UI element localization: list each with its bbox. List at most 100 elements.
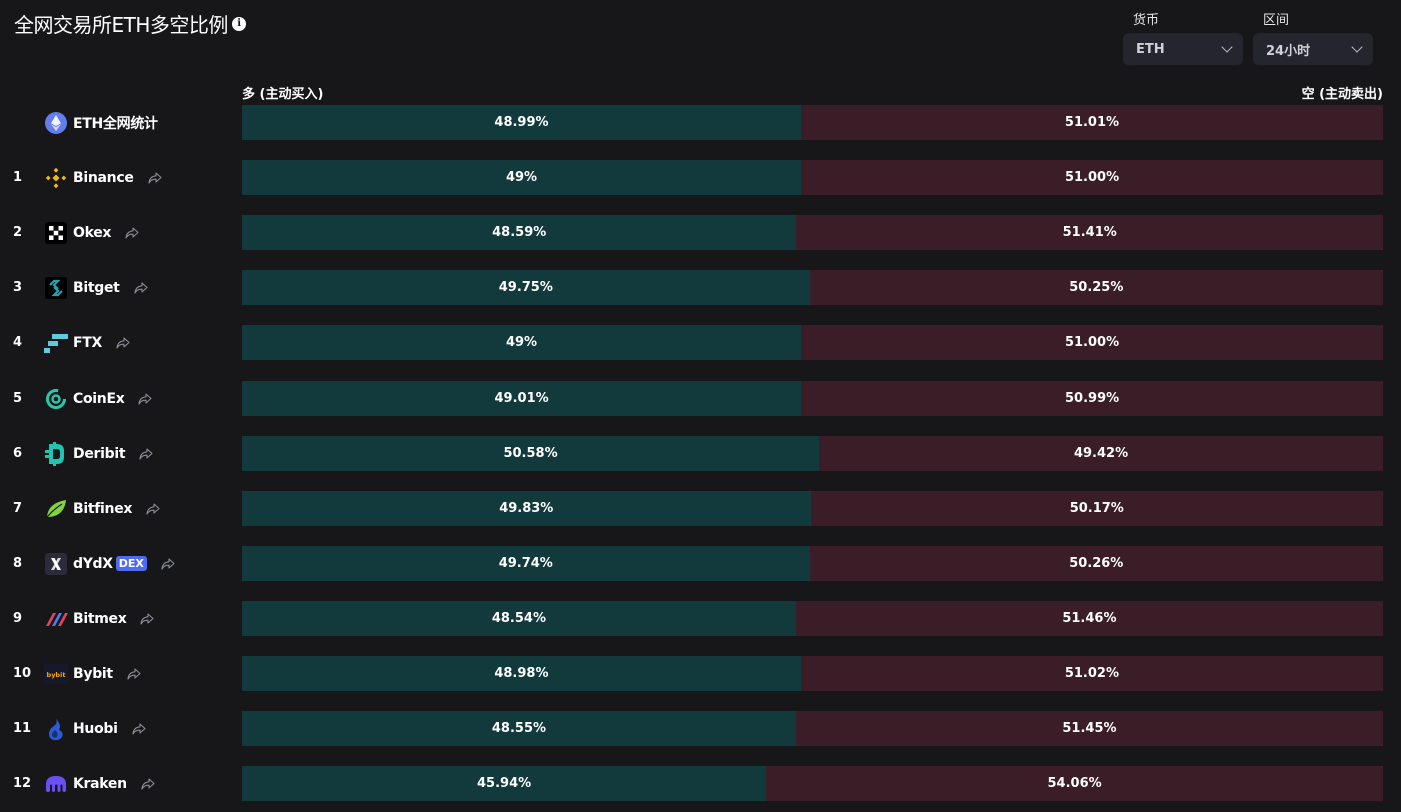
share-icon[interactable] <box>140 612 155 625</box>
share-icon[interactable] <box>141 777 155 790</box>
rank-number: 5 <box>13 391 23 406</box>
exchange-name[interactable]: Bitfinex <box>73 500 133 517</box>
share-icon[interactable] <box>127 667 141 680</box>
long-segment: 45.94% <box>242 766 767 801</box>
exchange-cell: Huobi <box>44 711 146 746</box>
short-segment: 50.17% <box>810 491 1383 526</box>
rank-number: 7 <box>13 501 23 516</box>
exchange-row: 12 Kraken 45.94% 54.06% <box>0 766 1401 801</box>
dex-badge: DEX <box>115 556 147 571</box>
period-filter: 区间 24小时 <box>1253 9 1373 65</box>
ratio-bar: 48.59% 51.41% <box>242 215 1383 250</box>
rank-number: 4 <box>13 335 23 350</box>
ratio-bar: 49% 51.00% <box>242 325 1383 360</box>
bybit-icon: bybit <box>44 662 68 686</box>
long-axis-label: 多 (主动买入) <box>242 87 324 102</box>
rank-number: 12 <box>13 776 32 791</box>
exchange-name[interactable]: Bybit <box>73 665 113 682</box>
short-segment: 50.99% <box>801 381 1383 416</box>
exchange-cell: ETH全网统计 <box>44 105 158 140</box>
svg-text:bybit: bybit <box>47 671 66 679</box>
huobi-icon <box>44 717 68 741</box>
period-select-value: 24小时 <box>1266 43 1311 59</box>
ratio-bar: 49.74% 50.26% <box>242 546 1383 581</box>
period-select[interactable]: 24小时 <box>1253 33 1373 65</box>
exchange-cell: bybit Bybit <box>44 656 141 691</box>
page-title: 全网交易所ETH多空比例 i <box>14 9 246 38</box>
short-segment: 51.41% <box>796 215 1383 250</box>
exchange-name[interactable]: Huobi <box>73 720 118 737</box>
chevron-down-icon <box>1221 41 1233 53</box>
currency-select-value: ETH <box>1136 41 1165 57</box>
exchange-cell: Bitmex <box>44 601 155 636</box>
currency-filter-label: 货币 <box>1133 13 1160 28</box>
exchange-name[interactable]: Bitget <box>73 279 120 296</box>
share-icon[interactable] <box>125 226 139 239</box>
info-icon[interactable]: i <box>231 16 246 31</box>
exchange-cell: Deribit <box>44 436 153 471</box>
long-segment: 50.58% <box>242 436 820 471</box>
exchange-name[interactable]: FTX <box>73 334 103 351</box>
deribit-icon <box>44 441 68 466</box>
exchange-cell: Bitget <box>44 270 148 305</box>
ratio-bar: 48.99% 51.01% <box>242 105 1383 140</box>
ethereum-icon <box>44 111 68 135</box>
long-segment: 48.98% <box>242 656 801 691</box>
exchange-cell: dYdX DEX <box>44 546 175 581</box>
rank-number: 9 <box>13 611 23 626</box>
share-icon[interactable] <box>132 722 146 735</box>
long-segment: 49.83% <box>242 491 811 526</box>
exchange-name[interactable]: Bitmex <box>73 610 127 627</box>
exchange-row: 9 Bitmex 48.54% 51.46% <box>0 601 1401 636</box>
share-icon[interactable] <box>146 502 160 515</box>
rank-number: 3 <box>13 280 23 295</box>
exchange-name[interactable]: CoinEx <box>73 390 125 407</box>
ratio-bar: 49.83% 50.17% <box>242 491 1383 526</box>
chevron-down-icon <box>1351 41 1363 53</box>
share-icon[interactable] <box>147 171 162 184</box>
exchange-cell: FTX <box>44 325 130 360</box>
exchange-cell: Bitfinex <box>44 491 160 526</box>
rank-number: 8 <box>13 556 23 571</box>
rank-number: 10 <box>13 666 32 681</box>
exchange-name[interactable]: dYdX <box>73 555 113 572</box>
period-filter-label: 区间 <box>1263 13 1290 28</box>
short-segment: 50.25% <box>809 270 1383 305</box>
ratio-bar: 49.01% 50.99% <box>242 381 1383 416</box>
page-title-text: 全网交易所ETH多空比例 <box>14 13 228 37</box>
long-segment: 49.74% <box>242 546 810 581</box>
ftx-icon <box>44 331 68 355</box>
share-icon[interactable] <box>161 557 175 570</box>
bitfinex-icon <box>44 497 68 521</box>
exchange-name[interactable]: Binance <box>73 169 134 186</box>
exchange-name[interactable]: Deribit <box>73 445 126 462</box>
currency-filter: 货币 ETH <box>1123 9 1243 65</box>
exchange-row: 1 Binance 49% 51.00% <box>0 160 1401 195</box>
long-segment: 49.75% <box>242 270 810 305</box>
exchange-row: 8 dYdX DEX 49.74% 50.26% <box>0 546 1401 581</box>
short-axis-label: 空 (主动卖出) <box>1301 87 1383 102</box>
short-segment: 51.00% <box>801 325 1383 360</box>
long-segment: 48.54% <box>242 601 796 636</box>
share-icon[interactable] <box>138 392 153 405</box>
currency-select[interactable]: ETH <box>1123 33 1243 65</box>
ratio-bar: 48.54% 51.46% <box>242 601 1383 636</box>
rank-number: 6 <box>13 446 23 461</box>
share-icon[interactable] <box>139 447 153 460</box>
ratio-bar: 49% 51.00% <box>242 160 1383 195</box>
exchange-row: 6 Deribit 50.58% 49.42% <box>0 436 1401 471</box>
exchange-cell: CoinEx <box>44 381 153 416</box>
rank-number: 11 <box>13 721 32 736</box>
ratio-bar: 48.98% 51.02% <box>242 656 1383 691</box>
exchange-name[interactable]: Okex <box>73 224 112 241</box>
exchange-name[interactable]: Kraken <box>73 775 127 792</box>
short-segment: 54.06% <box>766 766 1383 801</box>
short-segment: 51.46% <box>795 601 1383 636</box>
share-icon[interactable] <box>134 281 148 294</box>
ratio-bar: 48.55% 51.45% <box>242 711 1383 746</box>
summary-row: ETH全网统计 48.99% 51.01% <box>0 105 1401 140</box>
rank-number: 2 <box>13 225 23 240</box>
share-icon[interactable] <box>116 336 130 349</box>
short-segment: 50.26% <box>809 546 1383 581</box>
